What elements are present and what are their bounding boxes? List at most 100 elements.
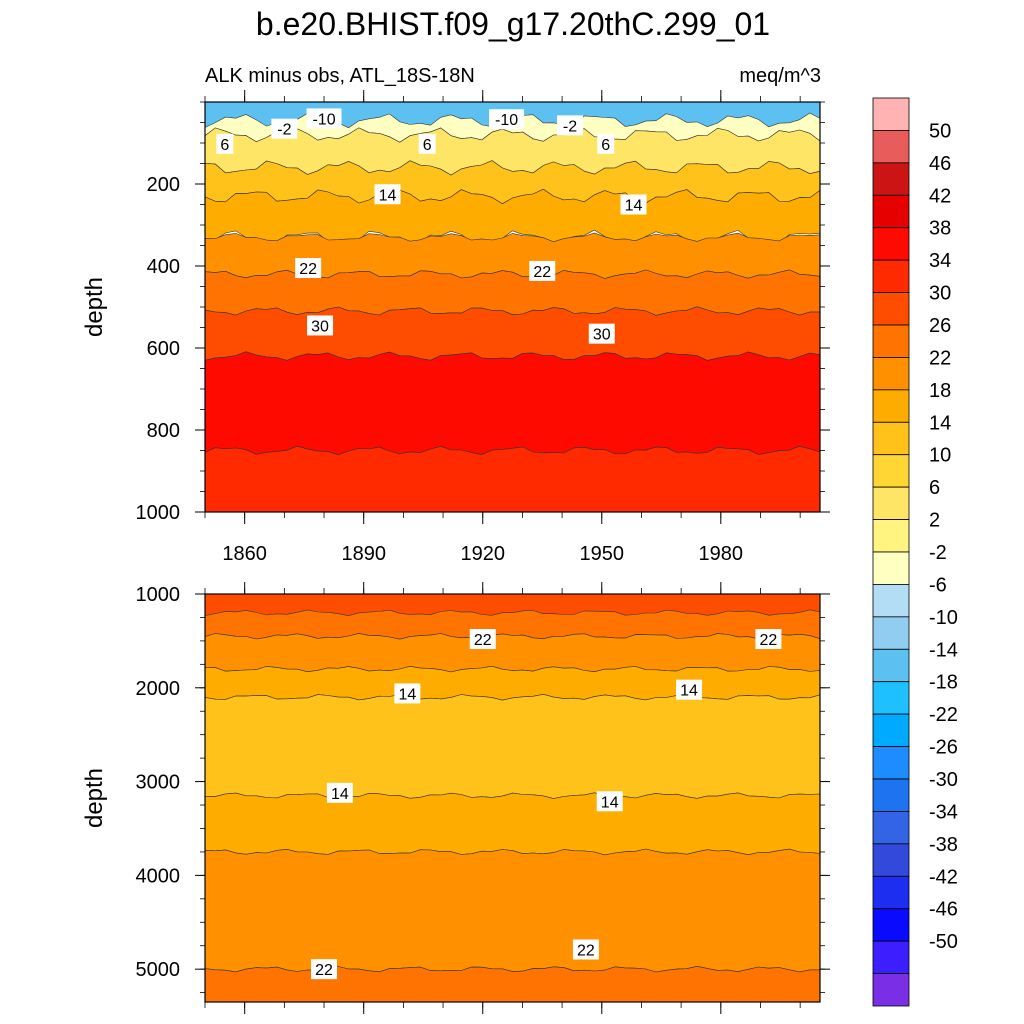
colorbar-label: 2 xyxy=(929,510,940,532)
figure-title: b.e20.BHIST.f09_g17.20thC.299_01 xyxy=(256,6,770,42)
upper-ytick-label: 400 xyxy=(147,256,180,278)
colorbar-swatch xyxy=(872,97,910,131)
lower-contour-band xyxy=(204,665,821,701)
colorbar-label: 18 xyxy=(929,380,951,402)
xtick-label: 1980 xyxy=(699,543,744,565)
colorbar-label: -50 xyxy=(929,931,958,953)
lower-panel: 1000 2000 3000 4000 5000 depth 22 22 14 14 14 14 22 2… xyxy=(81,582,830,1014)
colorbar-swatch xyxy=(872,519,910,553)
left-subtitle: ALK minus obs, ATL_18S-18N xyxy=(205,65,475,87)
contour-label: 22 xyxy=(299,261,317,278)
upper-ytick-label: 600 xyxy=(147,338,180,360)
lower-ytick-label: 2000 xyxy=(136,678,181,700)
upper-ytick-label: 200 xyxy=(147,174,180,196)
colorbar-label: 34 xyxy=(929,250,951,272)
colorbar-swatch xyxy=(872,292,910,326)
contour-label: -10 xyxy=(312,111,335,128)
colorbar-swatch xyxy=(872,973,910,1007)
colorbar-label: -46 xyxy=(929,899,958,921)
contour-label: 22 xyxy=(760,632,778,649)
upper-contour-band xyxy=(204,445,821,513)
colorbar-label: -18 xyxy=(929,672,958,694)
contour-label: 22 xyxy=(533,264,551,281)
colorbar-label: 14 xyxy=(929,412,951,434)
colorbar-label: -38 xyxy=(929,834,958,856)
colorbar-label: 42 xyxy=(929,185,951,207)
contour-label: 14 xyxy=(331,786,349,803)
colorbar-swatch xyxy=(872,389,910,423)
contour-label: 14 xyxy=(625,198,643,215)
colorbar-label: 46 xyxy=(929,153,951,175)
colorbar-swatch xyxy=(872,681,910,715)
lower-contour-band xyxy=(204,693,821,799)
colorbar-swatch xyxy=(872,130,910,164)
lower-ytick-label: 4000 xyxy=(136,865,181,887)
upper-contour-band xyxy=(204,306,821,361)
colorbar-label: 26 xyxy=(929,315,951,337)
colorbar-swatch xyxy=(872,746,910,780)
upper-y-axis-label: depth xyxy=(81,277,108,337)
colorbar: 50 46 42 38 34 30 26 22 18 14 10 6 2 -2 -6 -10 -14 -18 -22… xyxy=(872,97,958,1007)
colorbar-label: 30 xyxy=(929,283,951,305)
colorbar-swatch xyxy=(872,713,910,747)
contour-label: 6 xyxy=(601,137,610,154)
colorbar-swatch xyxy=(872,811,910,845)
lower-ytick-label: 5000 xyxy=(136,959,181,981)
xtick-label: 1890 xyxy=(341,543,386,565)
colorbar-label: -22 xyxy=(929,704,958,726)
lower-ytick-label: 3000 xyxy=(136,772,181,794)
contour-label: 22 xyxy=(315,962,333,979)
units-subtitle: meq/m^3 xyxy=(739,65,821,87)
xtick-label: 1860 xyxy=(222,543,267,565)
colorbar-swatch xyxy=(872,584,910,618)
xtick-label: 1950 xyxy=(580,543,625,565)
colorbar-swatch xyxy=(872,551,910,585)
contour-label: 14 xyxy=(601,794,619,811)
contour-label: -2 xyxy=(563,118,577,135)
lower-contour-band xyxy=(204,848,821,973)
colorbar-swatch xyxy=(872,486,910,520)
colorbar-swatch xyxy=(872,259,910,293)
xtick-label: 1920 xyxy=(460,543,505,565)
colorbar-label: 38 xyxy=(929,218,951,240)
colorbar-label: -34 xyxy=(929,801,958,823)
colorbar-swatch xyxy=(872,875,910,910)
colorbar-swatch xyxy=(872,357,910,391)
colorbar-swatch xyxy=(872,778,910,812)
colorbar-label: -2 xyxy=(929,542,947,564)
colorbar-swatch xyxy=(872,162,910,196)
lower-contour-band xyxy=(204,633,821,673)
colorbar-label: 50 xyxy=(929,120,951,142)
upper-ytick-label: 800 xyxy=(147,420,180,442)
colorbar-swatch xyxy=(872,324,910,358)
contour-label: 22 xyxy=(577,942,595,959)
colorbar-label: 6 xyxy=(929,477,940,499)
colorbar-swatch xyxy=(872,648,910,683)
contour-label: 6 xyxy=(423,137,432,154)
colorbar-label: -42 xyxy=(929,866,958,888)
contour-label: -2 xyxy=(277,122,291,139)
lower-contour-band xyxy=(204,792,821,856)
contour-label: 30 xyxy=(311,318,329,335)
lower-plot-frame xyxy=(204,593,821,1003)
colorbar-swatch xyxy=(872,843,910,877)
contour-label: 14 xyxy=(379,187,397,204)
upper-contour-band xyxy=(204,351,821,456)
colorbar-swatch xyxy=(872,616,910,650)
contour-label: 6 xyxy=(220,137,229,154)
colorbar-swatch xyxy=(872,940,910,974)
lower-y-axis-label: depth xyxy=(81,768,108,828)
lower-contour-band xyxy=(204,965,821,1003)
colorbar-swatch xyxy=(872,194,910,229)
contour-label: -10 xyxy=(495,112,518,129)
colorbar-label: -10 xyxy=(929,607,958,629)
colorbar-swatch xyxy=(872,227,910,261)
contour-label: 30 xyxy=(593,327,611,344)
colorbar-label: -30 xyxy=(929,769,958,791)
colorbar-label: 22 xyxy=(929,347,951,369)
colorbar-label: 10 xyxy=(929,445,951,467)
upper-ytick-label: 1000 xyxy=(136,502,181,524)
colorbar-swatch xyxy=(872,908,910,942)
colorbar-swatch xyxy=(872,454,910,488)
